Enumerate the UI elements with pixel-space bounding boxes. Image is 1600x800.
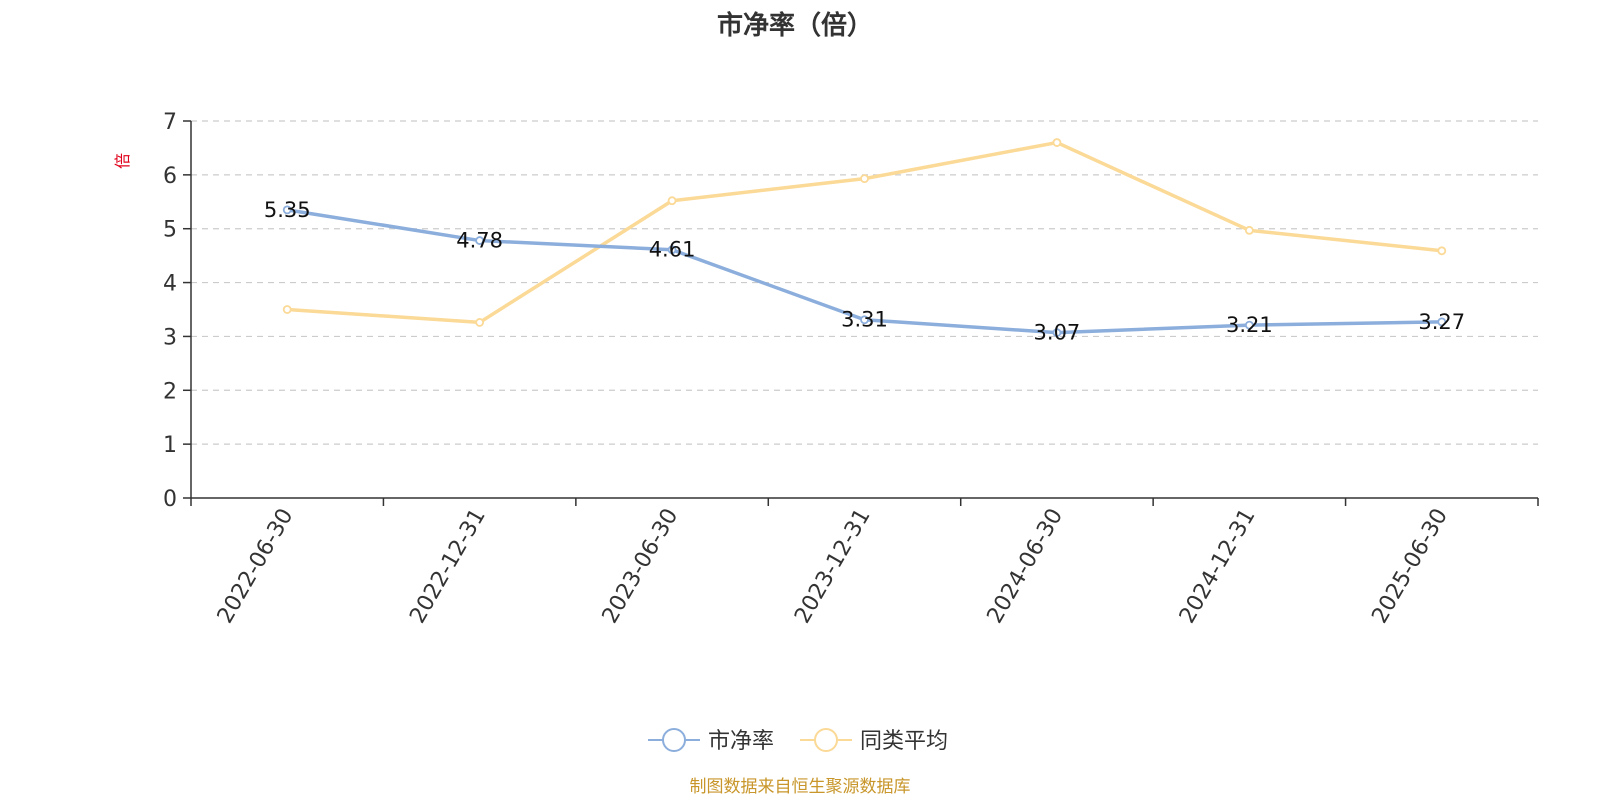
y-tick-label: 4 xyxy=(163,272,177,297)
y-tick-label: 2 xyxy=(163,379,177,404)
y-tick-label: 3 xyxy=(163,325,177,350)
legend-marker-icon xyxy=(814,728,838,752)
y-tick-label: 7 xyxy=(163,110,177,135)
y-tick-label: 5 xyxy=(163,218,177,243)
legend[interactable]: 市净率 同类平均 xyxy=(648,728,948,754)
x-tick-label: 2024-12-31 xyxy=(1175,505,1261,628)
x-tick-label: 2025-06-30 xyxy=(1367,505,1453,628)
series-point-0[interactable] xyxy=(475,236,485,245)
series-point-0[interactable] xyxy=(1052,328,1062,338)
x-tick-label: 2023-06-30 xyxy=(598,505,684,628)
series-point-1[interactable] xyxy=(667,196,677,206)
x-tick-label: 2022-12-31 xyxy=(405,504,491,627)
data-label: 4.61 xyxy=(649,238,696,262)
data-labels: 5.35 4.78 4.61 3.31 3.07 3.21 3.27 xyxy=(264,198,1465,345)
grid-lines xyxy=(191,120,1538,445)
y-tick-label: 0 xyxy=(163,487,177,512)
data-label: 3.27 xyxy=(1418,310,1465,334)
data-label: 4.78 xyxy=(456,229,503,253)
series-point-0[interactable] xyxy=(1437,317,1447,327)
legend-item-1[interactable]: 同类平均 xyxy=(800,728,948,754)
series-point-0[interactable] xyxy=(282,205,292,215)
series-point-0[interactable] xyxy=(1244,320,1254,330)
data-label: 3.31 xyxy=(841,308,888,332)
legend-marker-icon xyxy=(662,728,686,752)
y-tick-label: 6 xyxy=(163,164,177,189)
legend-label: 同类平均 xyxy=(860,729,948,754)
data-label: 3.07 xyxy=(1034,321,1081,345)
y-axis-unit-label: 倍 xyxy=(113,153,132,169)
axes: 0 1 2 3 4 5 6 7 2022-06-30 2022-12-31 2023-06-30 20… xyxy=(163,110,1539,628)
data-label: 3.21 xyxy=(1226,313,1273,337)
series-point-1[interactable] xyxy=(1437,246,1447,256)
series-point-1[interactable] xyxy=(1052,138,1062,147)
series-point-1[interactable] xyxy=(475,318,485,327)
series-point-0[interactable] xyxy=(860,315,869,325)
series-lines xyxy=(282,138,1447,338)
data-label: 5.35 xyxy=(264,198,311,222)
series-point-0[interactable] xyxy=(667,245,677,255)
legend-label: 市净率 xyxy=(708,729,774,754)
x-tick-label: 2024-06-30 xyxy=(983,505,1069,628)
legend-item-0[interactable]: 市净率 xyxy=(648,728,774,754)
y-tick-label: 1 xyxy=(163,433,177,458)
source-note: 制图数据来自恒生聚源数据库 xyxy=(690,777,911,797)
series-point-1[interactable] xyxy=(860,174,869,184)
x-tick-label: 2022-06-30 xyxy=(213,505,299,628)
chart-title: 市净率（倍） xyxy=(717,10,873,41)
series-point-1[interactable] xyxy=(1244,225,1254,235)
x-tick-label: 2023-12-31 xyxy=(790,505,876,628)
series-point-1[interactable] xyxy=(282,305,292,314)
